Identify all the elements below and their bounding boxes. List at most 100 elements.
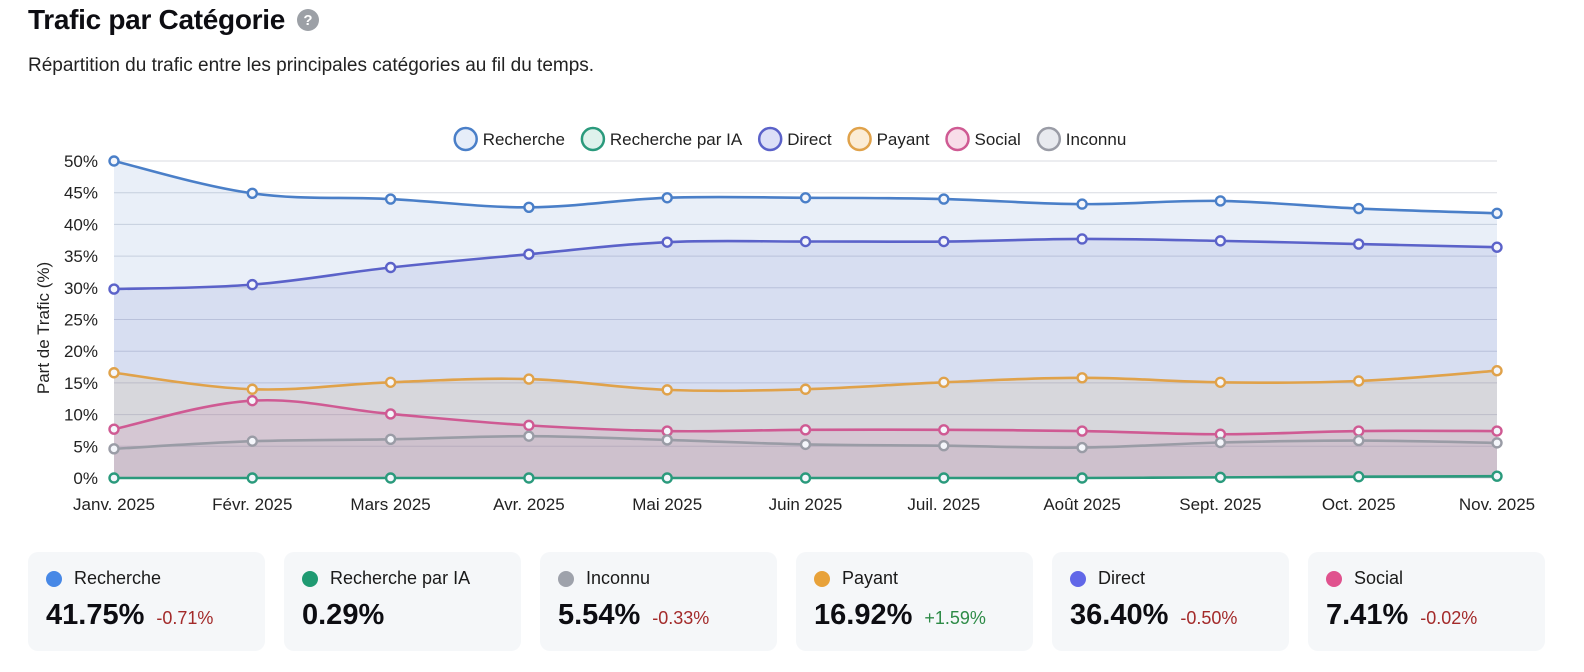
point-inconnu[interactable] — [1076, 441, 1088, 454]
point-inconnu[interactable] — [1491, 437, 1503, 449]
x-tick-label: Juin 2025 — [769, 495, 843, 514]
point-social[interactable] — [108, 423, 120, 435]
point-direct[interactable] — [523, 248, 535, 260]
point-payant[interactable] — [661, 384, 673, 396]
point-payant[interactable] — [1076, 372, 1088, 384]
y-tick-label: 45% — [64, 184, 98, 203]
point-social[interactable] — [384, 408, 397, 420]
point-payant[interactable] — [384, 376, 397, 388]
card-delta: +1.59% — [924, 608, 986, 628]
x-tick-label: Août 2025 — [1043, 495, 1121, 514]
point-social[interactable] — [938, 424, 950, 436]
traffic-area-chart: Recherche Recherche par IA Direct Payant Soc… — [34, 126, 1535, 514]
legend-swatch-icon — [847, 126, 872, 152]
point-direct[interactable] — [1491, 241, 1503, 253]
point-direct[interactable] — [1076, 233, 1088, 245]
point-inconnu[interactable] — [246, 435, 259, 447]
point-inconnu[interactable] — [661, 434, 673, 446]
chart-points — [108, 155, 1503, 484]
y-tick-label: 30% — [64, 279, 98, 298]
card-header: Payant — [814, 568, 1015, 589]
legend-item[interactable]: Direct — [757, 126, 832, 152]
point-recherche-par-ia[interactable] — [523, 472, 535, 484]
point-recherche-par-ia[interactable] — [1491, 470, 1503, 482]
point-recherche-par-ia[interactable] — [799, 472, 812, 484]
point-direct[interactable] — [1352, 238, 1365, 250]
point-inconnu[interactable] — [1352, 434, 1365, 447]
point-recherche[interactable] — [1214, 195, 1227, 207]
chart-grid — [114, 160, 1497, 479]
point-recherche-par-ia[interactable] — [1076, 472, 1088, 484]
point-payant[interactable] — [1352, 375, 1365, 387]
card-header: Social — [1326, 568, 1527, 589]
card-value: 36.40% — [1070, 599, 1169, 631]
point-payant[interactable] — [523, 373, 535, 385]
point-inconnu[interactable] — [108, 443, 120, 455]
legend-item[interactable]: Social — [945, 126, 1021, 152]
card-value: 7.41% — [1326, 599, 1409, 631]
point-inconnu[interactable] — [384, 433, 397, 446]
point-social[interactable] — [799, 424, 812, 436]
point-direct[interactable] — [246, 278, 259, 291]
point-recherche[interactable] — [523, 201, 535, 213]
x-tick-label: Févr. 2025 — [212, 495, 292, 514]
x-tick-label: Mars 2025 — [350, 495, 430, 514]
point-inconnu[interactable] — [1214, 436, 1227, 449]
legend-swatch-icon — [580, 126, 606, 152]
point-recherche[interactable] — [938, 193, 950, 205]
point-direct[interactable] — [108, 283, 120, 295]
x-tick-label: Juil. 2025 — [907, 495, 980, 514]
point-recherche-par-ia[interactable] — [661, 472, 673, 484]
point-inconnu[interactable] — [938, 439, 950, 452]
point-direct[interactable] — [661, 236, 673, 248]
point-recherche-par-ia[interactable] — [384, 472, 397, 484]
point-recherche-par-ia[interactable] — [246, 472, 259, 484]
point-social[interactable] — [1491, 425, 1503, 437]
point-recherche[interactable] — [246, 187, 259, 200]
card-value-row: 41.75% -0.71% — [46, 599, 247, 632]
point-recherche-par-ia[interactable] — [1352, 471, 1365, 483]
y-tick-label: 50% — [64, 152, 98, 171]
point-recherche[interactable] — [661, 192, 673, 204]
point-recherche-par-ia[interactable] — [938, 472, 950, 484]
point-inconnu[interactable] — [799, 438, 812, 451]
point-direct[interactable] — [384, 261, 397, 274]
point-recherche-par-ia[interactable] — [108, 472, 120, 484]
point-payant[interactable] — [1491, 365, 1503, 377]
point-recherche[interactable] — [1076, 198, 1088, 210]
card-value: 0.29% — [302, 599, 385, 631]
point-recherche[interactable] — [108, 155, 120, 167]
y-tick-label: 0% — [73, 469, 98, 488]
point-social[interactable] — [246, 394, 259, 407]
point-inconnu[interactable] — [523, 430, 535, 442]
point-social[interactable] — [1352, 425, 1365, 437]
point-direct[interactable] — [799, 235, 812, 248]
point-direct[interactable] — [1214, 235, 1227, 247]
point-recherche[interactable] — [1352, 202, 1365, 215]
point-recherche[interactable] — [1491, 207, 1503, 220]
point-social[interactable] — [1076, 425, 1088, 437]
y-axis-ticks: 0% 5% 10% 15% 20% 25% 30% 35% 40% 45% 50% — [64, 152, 98, 488]
y-tick-label: 15% — [64, 374, 98, 393]
point-direct[interactable] — [938, 235, 950, 248]
question-circle-icon[interactable]: ? — [296, 9, 319, 31]
category-dot-icon — [1326, 570, 1342, 587]
point-payant[interactable] — [799, 383, 812, 395]
point-recherche[interactable] — [384, 193, 397, 205]
point-payant[interactable] — [108, 367, 120, 379]
legend-item[interactable]: Inconnu — [1036, 126, 1127, 152]
point-recherche[interactable] — [799, 192, 812, 204]
point-social[interactable] — [661, 425, 673, 437]
legend-label: Direct — [787, 130, 832, 149]
legend-item[interactable]: Recherche — [453, 126, 565, 152]
card-value-row: 7.41% -0.02% — [1326, 599, 1527, 632]
point-recherche-par-ia[interactable] — [1214, 471, 1227, 484]
point-payant[interactable] — [1214, 376, 1227, 388]
point-payant[interactable] — [246, 383, 259, 395]
page-title: Trafic par Catégorie — [28, 4, 285, 35]
legend-item[interactable]: Payant — [847, 126, 930, 152]
card-label: Payant — [842, 568, 899, 588]
point-social[interactable] — [523, 419, 535, 432]
point-payant[interactable] — [938, 376, 950, 388]
legend-item[interactable]: Recherche par IA — [580, 126, 743, 152]
